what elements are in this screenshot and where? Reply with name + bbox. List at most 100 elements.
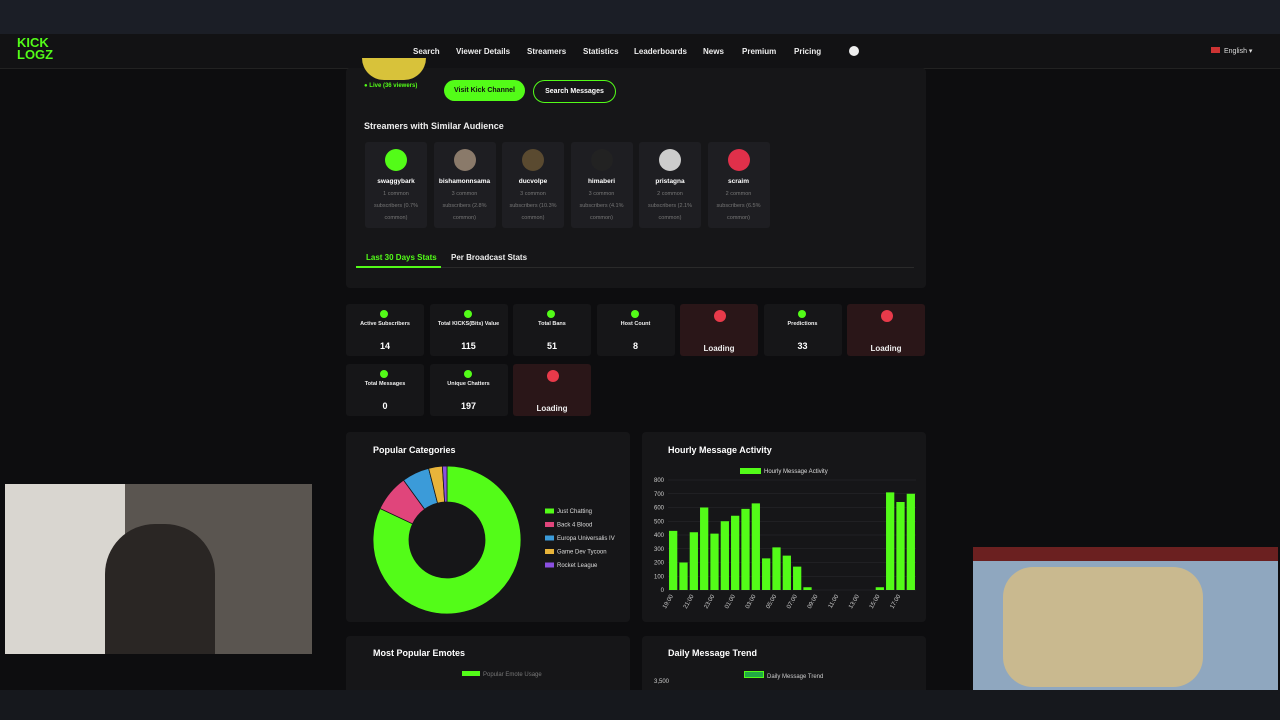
- y-tick-label: 800: [654, 478, 665, 484]
- stat-icon: [380, 310, 388, 318]
- x-tick-label: 05:00: [766, 593, 779, 610]
- stat-label: Total KICKS(Bits) Value: [437, 321, 500, 327]
- logo[interactable]: KICK LOGZ: [17, 35, 53, 61]
- user-icon[interactable]: [849, 46, 859, 56]
- streamer-card[interactable]: bishamonnsama 3 common subscribers (2.8% co…: [433, 142, 496, 228]
- streamer-common: common): [384, 215, 408, 221]
- legend-label: Back 4 Blood: [557, 523, 592, 529]
- stat-card: Host Count 8: [596, 304, 675, 356]
- x-tick-label: 19:00: [662, 593, 675, 610]
- legend-swatch: [740, 468, 761, 474]
- stat-label: Unique Chatters: [447, 381, 490, 387]
- lock-icon: [547, 370, 559, 382]
- y-tick-label: 400: [654, 533, 665, 539]
- streamer-card[interactable]: himaberi 3 common subscribers (4.1% common): [570, 142, 633, 228]
- bar: [782, 555, 791, 590]
- bar: [710, 533, 719, 590]
- stat-card: Total KICKS(Bits) Value 115: [429, 304, 508, 356]
- streamer-name: pristagna: [655, 178, 685, 185]
- avatar: [362, 58, 426, 80]
- streamer-name: scraim: [728, 178, 749, 185]
- loading-label: Loading: [870, 344, 902, 353]
- streamer-card[interactable]: ducvolpe 3 common subscribers (10.3% common…: [502, 142, 564, 228]
- bottom-band: [0, 690, 1280, 720]
- stat-icon: [380, 370, 388, 378]
- bar: [731, 515, 740, 590]
- nav-item[interactable]: Search: [413, 47, 440, 56]
- stat-icon: [463, 310, 472, 318]
- streamer-common: 2 common: [725, 191, 752, 197]
- bar: [741, 508, 750, 590]
- stat-card: Unique Chatters 197: [429, 364, 508, 416]
- bar: [886, 492, 895, 590]
- bar: [751, 503, 760, 590]
- streamer-common: 2 common: [657, 191, 683, 197]
- similar-title: Streamers with Similar Audience: [364, 121, 504, 131]
- streamer-name: himaberi: [587, 178, 616, 185]
- streamer-common: common): [521, 215, 545, 221]
- nav-item[interactable]: Streamers: [527, 47, 567, 56]
- categories-title: Popular Categories: [373, 445, 456, 455]
- streamer-card[interactable]: pristagna 2 common subscribers (2.1% common…: [639, 142, 701, 228]
- nav-item[interactable]: Leaderboards: [634, 47, 687, 56]
- streamer-common: 3 common: [520, 191, 546, 197]
- legend-swatch: [545, 522, 554, 527]
- legend-label: Hourly Message Activity: [764, 469, 828, 475]
- search-label: Search Messages: [545, 88, 604, 95]
- bar: [772, 547, 781, 590]
- x-tick-label: 09:00: [807, 593, 820, 610]
- live-label: Live (36 viewers): [369, 83, 418, 89]
- emotes-panel: [346, 636, 630, 696]
- stat-card: Active Subscribers 14: [346, 304, 424, 356]
- streamer-avatar: [385, 149, 407, 171]
- bar: [875, 587, 884, 590]
- legend-label: Rocket League: [557, 563, 598, 569]
- streamer-common: subscribers (0.7%: [373, 203, 419, 209]
- x-tick-label: 15:00: [869, 593, 882, 610]
- legend-label: Europa Universalis IV: [557, 536, 615, 542]
- streamer-common: common): [590, 215, 613, 221]
- streamer-common: common): [727, 215, 750, 221]
- nav-item[interactable]: Premium: [742, 47, 777, 56]
- streamer-avatar: [590, 149, 613, 171]
- stat-card: Total Bans 51: [513, 304, 591, 356]
- legend-swatch: [545, 535, 554, 541]
- visit-label: Visit Kick Channel: [454, 87, 515, 94]
- stat-label: Host Count: [620, 321, 651, 327]
- stat-card: Total Messages 0: [346, 364, 424, 416]
- tab[interactable]: Per Broadcast Stats: [451, 253, 528, 262]
- nav-item[interactable]: Viewer Details: [456, 47, 511, 56]
- search-button[interactable]: Search Messages: [533, 80, 616, 103]
- streamer-card[interactable]: scraim 2 common subscribers (6.5% common): [707, 142, 770, 228]
- x-tick-label: 17:00: [890, 593, 903, 610]
- streamer-avatar: [522, 149, 544, 171]
- streamer-common: subscribers (2.1%: [647, 203, 693, 209]
- tab[interactable]: Last 30 Days Stats: [366, 253, 437, 262]
- lock-icon: [881, 310, 893, 322]
- y-tick-label: 600: [654, 506, 665, 512]
- bar: [679, 562, 688, 590]
- visit-button[interactable]: Visit Kick Channel: [444, 80, 525, 101]
- y-tick-label: 500: [654, 519, 665, 525]
- nav-item[interactable]: Statistics: [583, 47, 619, 56]
- streamer-card[interactable]: swaggybark 1 common subscribers (0.7% commo…: [365, 142, 427, 228]
- stat-card: Predictions 33: [763, 304, 842, 356]
- x-tick-label: 23:00: [704, 593, 717, 610]
- stat-value: 14: [379, 341, 390, 351]
- stat-card: Loading: [513, 364, 591, 416]
- daily-legend: Daily Message Trend: [744, 671, 823, 680]
- language[interactable]: English ▾: [1211, 47, 1252, 55]
- streamer-common: subscribers (6.5%: [716, 203, 761, 209]
- loading-label: Loading: [536, 404, 568, 413]
- x-tick-label: 03:00: [745, 593, 758, 610]
- stat-card: Loading: [847, 304, 925, 356]
- logo-top: KICK: [17, 35, 49, 50]
- hourly-title: Hourly Message Activity: [668, 445, 772, 455]
- nav-item[interactable]: News: [703, 47, 724, 56]
- nav-item[interactable]: Pricing: [794, 47, 822, 56]
- bar: [906, 493, 915, 590]
- stat-value: 115: [461, 341, 476, 351]
- navbar: [0, 34, 1280, 69]
- webcam-overlay: [5, 484, 312, 654]
- bar: [669, 530, 678, 590]
